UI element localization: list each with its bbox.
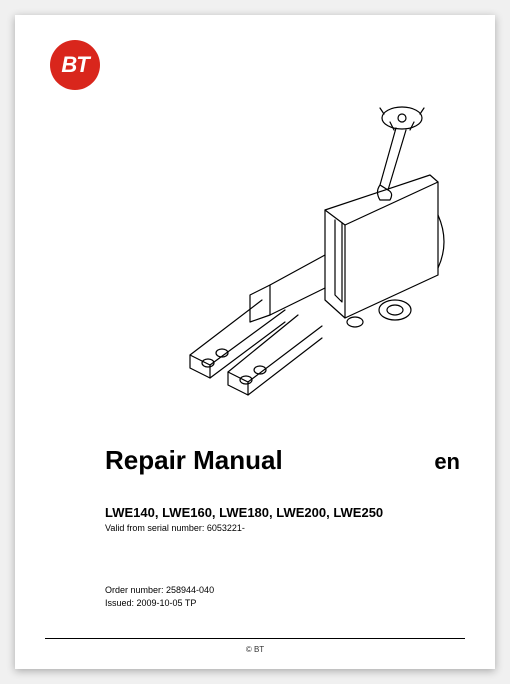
bt-logo: BT	[50, 40, 100, 90]
logo-circle: BT	[50, 40, 100, 90]
copyright-text: © BT	[15, 645, 495, 654]
model-numbers: LWE140, LWE160, LWE180, LWE200, LWE250	[105, 505, 383, 520]
logo-text: BT	[61, 52, 88, 78]
title-row: Repair Manual en	[105, 445, 460, 476]
order-number: Order number: 258944-040	[105, 585, 214, 595]
footer-divider	[45, 638, 465, 639]
pallet-truck-illustration	[180, 100, 460, 420]
document-page: BT	[15, 15, 495, 669]
document-title: Repair Manual	[105, 445, 283, 476]
serial-info: Valid from serial number: 6053221-	[105, 523, 245, 533]
issued-date: Issued: 2009-10-05 TP	[105, 598, 196, 608]
language-code: en	[434, 449, 460, 475]
